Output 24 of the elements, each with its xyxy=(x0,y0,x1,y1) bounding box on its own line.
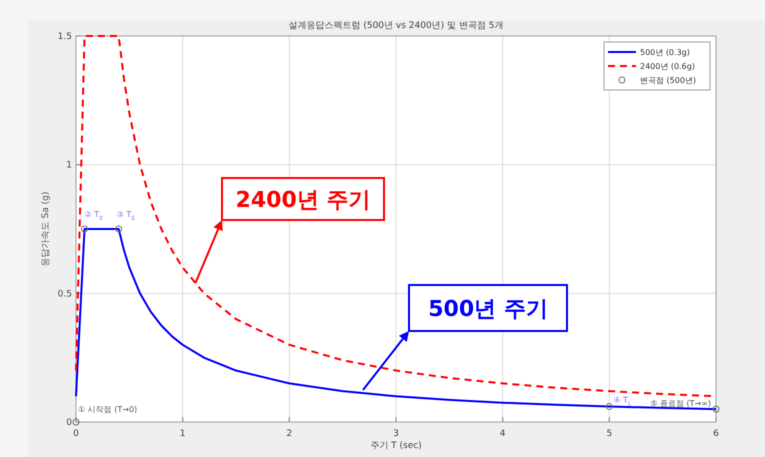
x-tick-label: 2 xyxy=(286,429,292,439)
x-tick-label: 5 xyxy=(606,429,612,439)
annotation: ① 시작점 (T→0) xyxy=(78,405,138,414)
annotation: 2400년 주기 xyxy=(236,188,370,213)
annotation: 500년 주기 xyxy=(428,297,548,322)
y-tick-label: 0 xyxy=(66,418,72,428)
annotation: ③ T$_{S}$ xyxy=(116,210,136,222)
x-tick-label: 4 xyxy=(500,429,506,439)
y-tick-label: 0.5 xyxy=(58,289,72,300)
annotation: ② T$_{0}$ xyxy=(84,210,104,222)
annotation: ④ T$_{L}$ xyxy=(613,396,632,408)
x-tick-label: 0 xyxy=(73,429,80,439)
legend-label: 2400년 (0.6g) xyxy=(640,62,695,71)
x-axis-title: 주기 T (sec) xyxy=(370,441,422,451)
x-tick-label: 1 xyxy=(180,429,186,439)
y-tick-label: 1 xyxy=(66,160,72,171)
legend-label: 500년 (0.3g) xyxy=(640,48,690,57)
annotation: ⑤ 종료점 (T→∞) xyxy=(650,399,711,408)
chart-title: 설계응답스펙트럼 (500년 vs 2400년) 및 변곡점 5개 xyxy=(288,21,504,31)
x-tick-label: 6 xyxy=(713,429,720,439)
y-tick-label: 1.5 xyxy=(58,32,72,42)
x-tick-label: 3 xyxy=(393,429,399,439)
legend-label: 변곡점 (500년) xyxy=(640,76,696,85)
y-axis-title: 응답가속도 Sa (g) xyxy=(41,192,51,266)
